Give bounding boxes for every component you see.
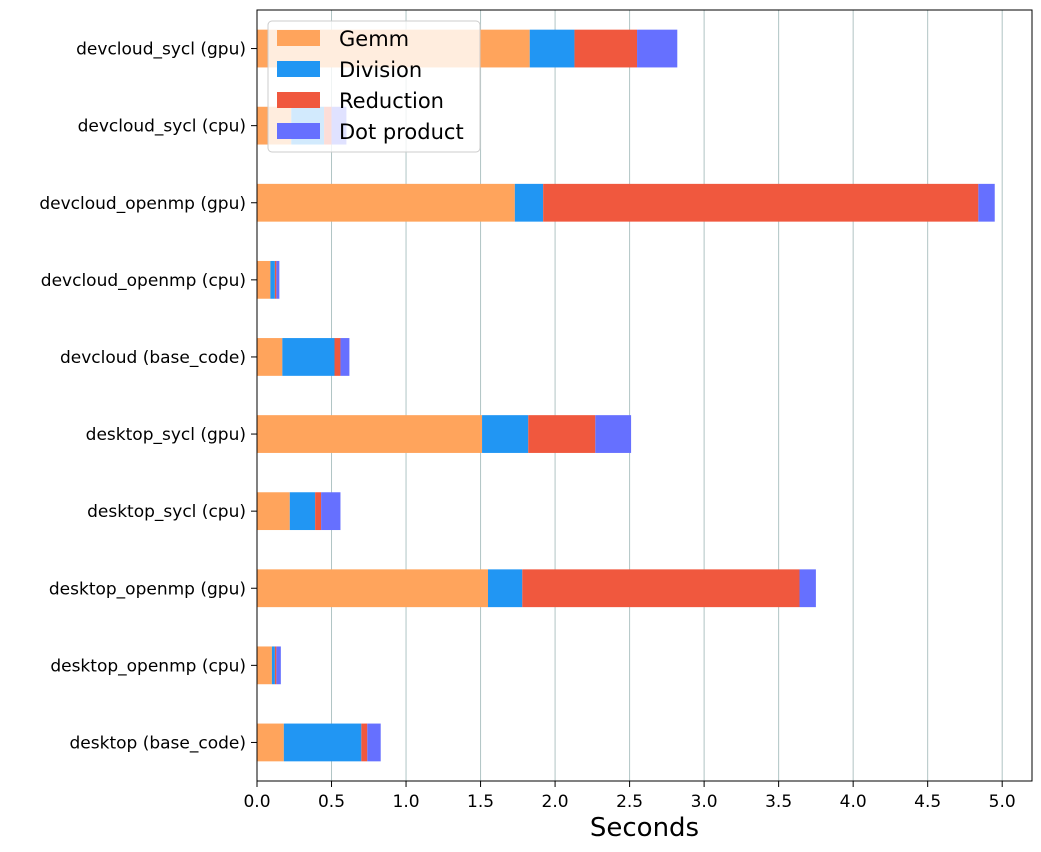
bar-segment xyxy=(274,260,277,299)
x-axis-title: Seconds xyxy=(590,813,699,843)
bar-segment xyxy=(482,415,529,453)
legend-label: Reduction xyxy=(339,89,444,113)
x-tick-label: 4.5 xyxy=(914,792,941,812)
legend-swatch xyxy=(277,30,320,46)
bar-segment xyxy=(257,415,483,453)
bar-segment xyxy=(289,492,316,531)
legend-label: Gemm xyxy=(339,27,409,51)
bar-segment xyxy=(543,183,979,222)
bar-segment xyxy=(488,569,523,608)
bar-segment xyxy=(257,646,272,685)
y-tick-label: desktop_openmp (gpu) xyxy=(49,579,246,599)
bar-segment xyxy=(321,492,341,531)
y-tick-label: devcloud_openmp (gpu) xyxy=(39,194,246,214)
legend-swatch xyxy=(277,123,320,139)
y-tick-label: desktop_openmp (cpu) xyxy=(50,656,246,676)
legend-swatch xyxy=(277,92,320,108)
bar-segment xyxy=(282,338,335,376)
bar-segment xyxy=(367,723,381,762)
bar-segment xyxy=(334,338,341,376)
bar-segment xyxy=(271,646,275,685)
x-tick-label: 2.0 xyxy=(542,792,569,812)
bar-segment xyxy=(315,492,322,531)
bar-segment xyxy=(257,492,290,531)
x-tick-label: 0.0 xyxy=(243,792,270,812)
bar-segment xyxy=(361,723,368,762)
x-tick-label: 1.5 xyxy=(467,792,494,812)
bar-segment xyxy=(529,29,575,68)
bar-segment xyxy=(978,183,995,222)
plot-frame xyxy=(256,9,1033,782)
legend-swatch xyxy=(277,61,320,77)
legend: Gemm Division Reduction Dot product xyxy=(267,20,481,153)
bar-segment xyxy=(257,338,283,376)
bar-segment xyxy=(574,29,638,68)
y-tick-label: devcloud_openmp (cpu) xyxy=(41,271,246,291)
x-tick-label: 5.0 xyxy=(989,792,1016,812)
y-axis: devcloud_sycl (gpu) devcloud_sycl (cpu) de… xyxy=(39,40,257,753)
y-tick-label: devcloud (base_code) xyxy=(60,348,246,368)
bar-segment xyxy=(270,260,275,299)
bar-segment xyxy=(522,569,800,608)
bar-segment xyxy=(257,183,515,222)
x-tick-label: 2.5 xyxy=(616,792,643,812)
bar-segment xyxy=(637,29,678,68)
y-tick-label: devcloud_sycl (gpu) xyxy=(76,40,246,60)
legend-box xyxy=(267,20,481,153)
bar-segment xyxy=(514,183,544,222)
x-tick-label: 0.5 xyxy=(318,792,345,812)
bar-segment xyxy=(276,260,280,299)
y-tick-label: desktop_sycl (cpu) xyxy=(87,502,246,522)
y-tick-label: desktop (base_code) xyxy=(70,733,247,753)
x-tick-label: 4.0 xyxy=(840,792,867,812)
y-tick-label: desktop_sycl (gpu) xyxy=(86,425,246,445)
bar-segment xyxy=(276,646,281,685)
bar-segment xyxy=(257,723,284,762)
bar-segment xyxy=(257,260,271,299)
bar-segment xyxy=(283,723,362,762)
x-axis: 0.0 0.5 1.0 1.5 2.0 2.5 3.0 3.5 4.0 4.5 5.0 xyxy=(243,781,1016,812)
bar-segment xyxy=(595,415,632,453)
bar-segment xyxy=(799,569,816,608)
legend-label: Dot product xyxy=(339,120,464,144)
bar-segment xyxy=(257,569,489,608)
bar-segment xyxy=(274,646,277,685)
bar-segment xyxy=(528,415,596,453)
x-tick-label: 1.0 xyxy=(393,792,420,812)
y-tick-label: devcloud_sycl (cpu) xyxy=(78,117,246,137)
bar-segment xyxy=(340,338,350,376)
x-tick-label: 3.5 xyxy=(765,792,792,812)
x-tick-label: 3.0 xyxy=(691,792,718,812)
legend-label: Division xyxy=(339,58,422,82)
